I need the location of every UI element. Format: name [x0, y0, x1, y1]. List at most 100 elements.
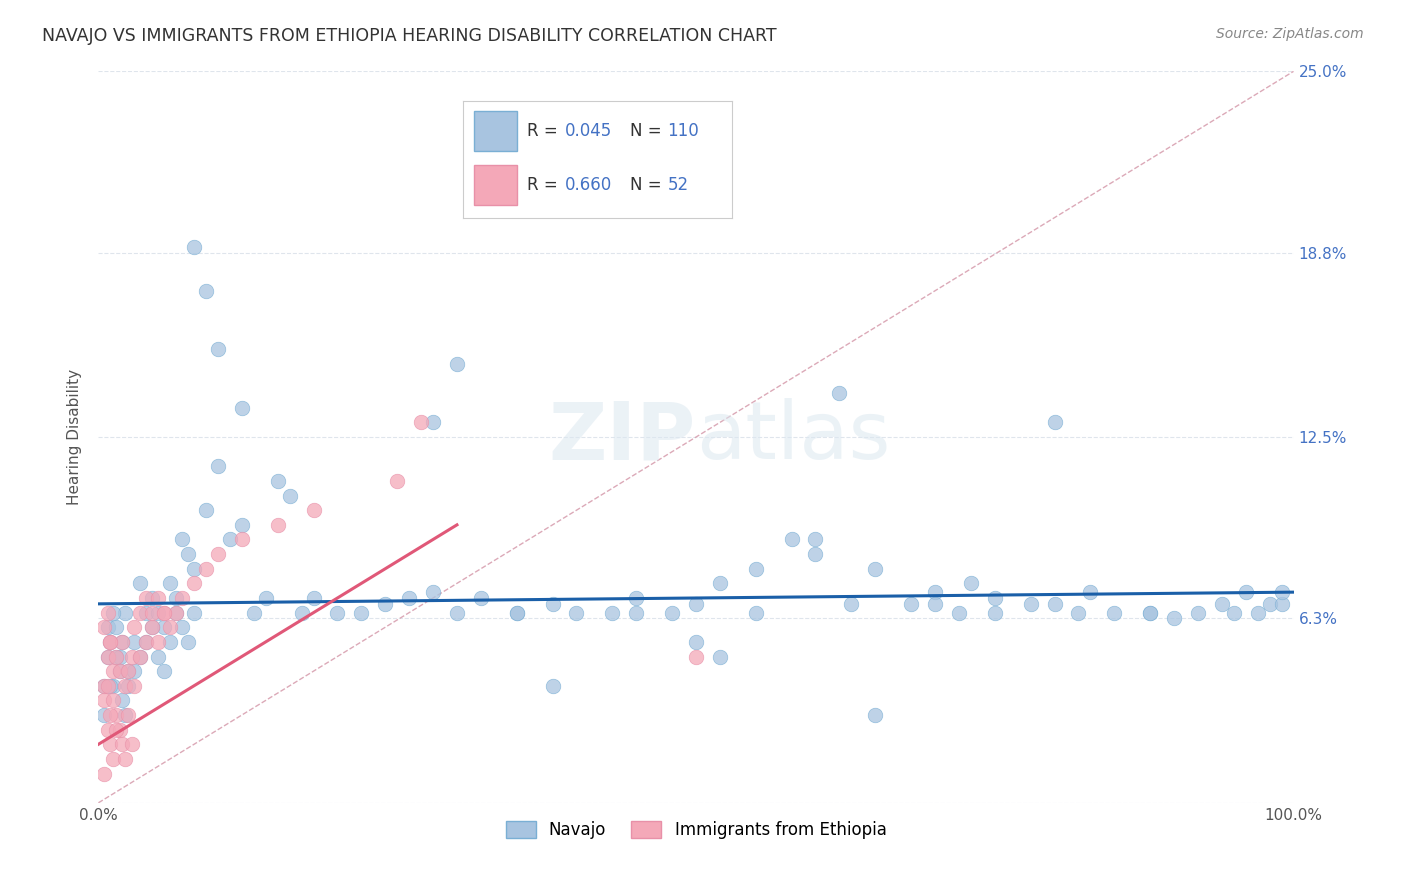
Point [159, 576, 181, 591]
Point [177, 547, 200, 561]
Point [135, 635, 157, 649]
Point [207, 459, 229, 474]
Point [93, 620, 115, 634]
Point [141, 620, 163, 634]
Point [411, 416, 433, 430]
Point [219, 533, 242, 547]
Point [97, 620, 120, 634]
Point [446, 357, 468, 371]
Point [153, 620, 176, 634]
Point [105, 708, 128, 723]
Point [804, 533, 827, 547]
Point [278, 489, 301, 503]
Point [984, 591, 1007, 605]
Point [165, 606, 187, 620]
Point [111, 693, 134, 707]
Point [101, 679, 124, 693]
Point [541, 597, 564, 611]
Point [924, 597, 946, 611]
Point [114, 752, 136, 766]
Point [446, 606, 468, 620]
Point [398, 591, 420, 605]
Point [709, 576, 731, 591]
Point [172, 533, 194, 547]
Point [745, 606, 768, 620]
Point [865, 708, 887, 723]
Point [141, 620, 163, 634]
Point [148, 606, 170, 620]
Point [98, 737, 122, 751]
Point [709, 649, 731, 664]
Text: ZIP: ZIP [548, 398, 696, 476]
Point [121, 649, 143, 664]
Point [385, 474, 409, 488]
Point [183, 576, 205, 591]
Point [984, 606, 1007, 620]
Text: atlas: atlas [696, 398, 890, 476]
Point [165, 591, 187, 605]
Text: NAVAJO VS IMMIGRANTS FROM ETHIOPIA HEARING DISABILITY CORRELATION CHART: NAVAJO VS IMMIGRANTS FROM ETHIOPIA HEARI… [42, 27, 776, 45]
Point [1211, 597, 1233, 611]
Point [141, 606, 163, 620]
Point [183, 606, 205, 620]
Point [93, 679, 115, 693]
Point [129, 606, 152, 620]
Text: Source: ZipAtlas.com: Source: ZipAtlas.com [1216, 27, 1364, 41]
Point [374, 597, 396, 611]
Point [114, 708, 136, 723]
Point [865, 562, 887, 576]
Point [124, 620, 146, 634]
Point [841, 597, 863, 611]
Point [101, 752, 124, 766]
Point [105, 649, 128, 664]
Point [111, 635, 134, 649]
Point [153, 664, 176, 678]
Point [108, 664, 131, 678]
Point [108, 649, 131, 664]
Point [685, 649, 707, 664]
Point [231, 401, 253, 415]
Point [602, 606, 624, 620]
Point [1139, 606, 1161, 620]
Point [135, 606, 157, 620]
Point [745, 562, 768, 576]
Point [231, 533, 253, 547]
Point [565, 606, 588, 620]
Point [267, 517, 290, 532]
Point [267, 474, 290, 488]
Point [111, 635, 134, 649]
Point [97, 649, 120, 664]
Point [101, 606, 124, 620]
Point [148, 591, 170, 605]
Point [1234, 585, 1257, 599]
Point [129, 649, 152, 664]
Point [105, 620, 128, 634]
Point [291, 606, 314, 620]
Point [1258, 597, 1281, 611]
Point [108, 664, 131, 678]
Point [121, 737, 143, 751]
Point [148, 635, 170, 649]
Point [111, 737, 134, 751]
Point [93, 679, 115, 693]
Point [98, 635, 122, 649]
Point [148, 649, 170, 664]
Point [159, 635, 181, 649]
Point [780, 533, 803, 547]
Point [422, 585, 444, 599]
Point [117, 664, 139, 678]
Point [129, 649, 152, 664]
Point [183, 240, 205, 254]
Point [1043, 597, 1066, 611]
Point [661, 606, 683, 620]
Point [165, 606, 187, 620]
Point [1139, 606, 1161, 620]
Point [97, 606, 120, 620]
Point [98, 635, 122, 649]
Point [105, 723, 128, 737]
Point [124, 635, 146, 649]
Point [141, 591, 163, 605]
Point [506, 606, 529, 620]
Point [302, 503, 325, 517]
Point [135, 591, 157, 605]
